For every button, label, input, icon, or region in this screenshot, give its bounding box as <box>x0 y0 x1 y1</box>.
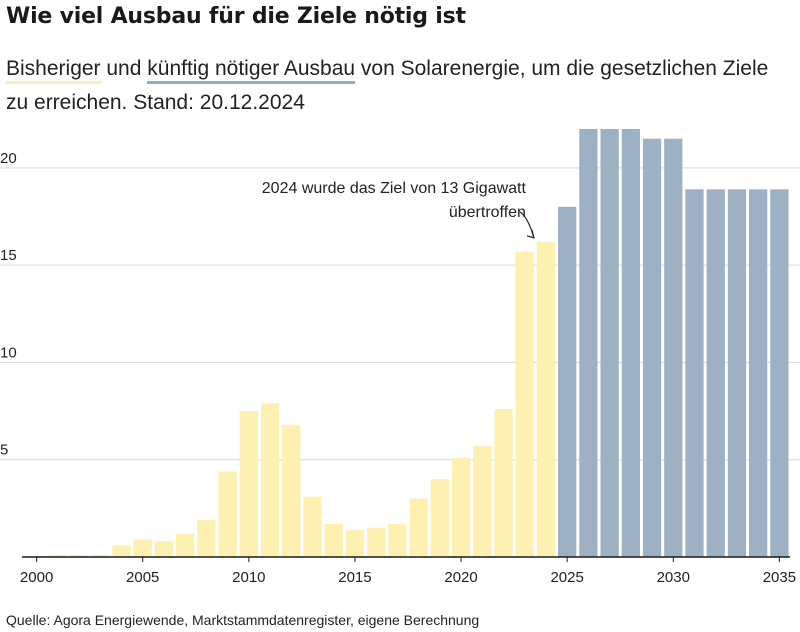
x-tick-label: 2010 <box>232 569 265 586</box>
bar-2022 <box>494 409 513 557</box>
bar-2009 <box>218 471 237 557</box>
source-note: Quelle: Agora Energiewende, Marktstammda… <box>6 612 480 628</box>
bar-2031 <box>685 189 704 557</box>
y-tick-label: 15 <box>0 247 17 264</box>
bar-2019 <box>430 479 449 557</box>
bar-2005 <box>133 539 152 557</box>
x-tick-label: 2030 <box>657 569 690 586</box>
bar-2011 <box>260 403 280 557</box>
bar-2021 <box>473 446 492 557</box>
legend-past: Bisheriger <box>6 57 101 84</box>
bar-2003 <box>91 555 110 557</box>
y-tick-label: 5 <box>0 442 8 459</box>
chart-subtitle: Bisheriger und künftig nötiger Ausbau vo… <box>6 52 786 120</box>
y-tick-label: 10 <box>0 344 17 361</box>
bar-2023 <box>515 251 534 557</box>
y-tick-label: 20 <box>0 150 17 167</box>
bar-2001 <box>48 555 67 557</box>
bar-2035 <box>770 189 789 557</box>
bar-2018 <box>409 498 428 557</box>
x-tick-label: 2000 <box>20 569 53 586</box>
bar-2025 <box>558 206 577 557</box>
x-tick-label: 2005 <box>126 569 159 586</box>
annotation-line2: übertroffen <box>449 204 526 221</box>
bar-2024 <box>536 241 556 557</box>
bar-2033 <box>727 189 747 557</box>
bar-2007 <box>176 533 195 557</box>
bar-2004 <box>112 545 131 557</box>
bar-2006 <box>154 541 174 557</box>
subtitle-rest: von Solarenergie, um die gesetzlichen Zi… <box>6 57 769 114</box>
annotation-arrowhead <box>526 229 535 239</box>
x-tick-label: 2035 <box>763 569 796 586</box>
bar-2029 <box>642 138 662 557</box>
bar-2017 <box>388 523 407 557</box>
bar-2016 <box>367 527 386 557</box>
bar-2034 <box>749 189 768 557</box>
bar-2012 <box>282 424 301 557</box>
bar-2015 <box>345 529 365 557</box>
chart-title: Wie viel Ausbau für die Ziele nötig ist <box>6 4 466 29</box>
bar-2008 <box>197 520 216 557</box>
x-tick-label: 2015 <box>338 569 371 586</box>
legend-future: künftig nötiger Ausbau <box>147 57 356 84</box>
bar-2026 <box>579 129 598 557</box>
annotation-line1: 2024 wurde das Ziel von 13 Gigawatt <box>262 180 527 197</box>
x-tick-label: 2020 <box>444 569 477 586</box>
bar-2013 <box>303 496 322 557</box>
bar-2027 <box>600 129 619 557</box>
bar-2020 <box>451 457 471 557</box>
bar-2014 <box>324 523 343 557</box>
bar-2028 <box>621 129 640 557</box>
bar-2030 <box>664 138 683 557</box>
bar-chart: 5 10 15 20 2000 2005 2010 2015 2020 2025 2030 2035 2… <box>0 129 800 586</box>
subtitle-connector: und <box>100 57 148 80</box>
bar-2002 <box>69 555 89 557</box>
x-tick-label: 2025 <box>550 569 583 586</box>
bar-2010 <box>239 411 258 557</box>
bar-2032 <box>706 189 725 557</box>
